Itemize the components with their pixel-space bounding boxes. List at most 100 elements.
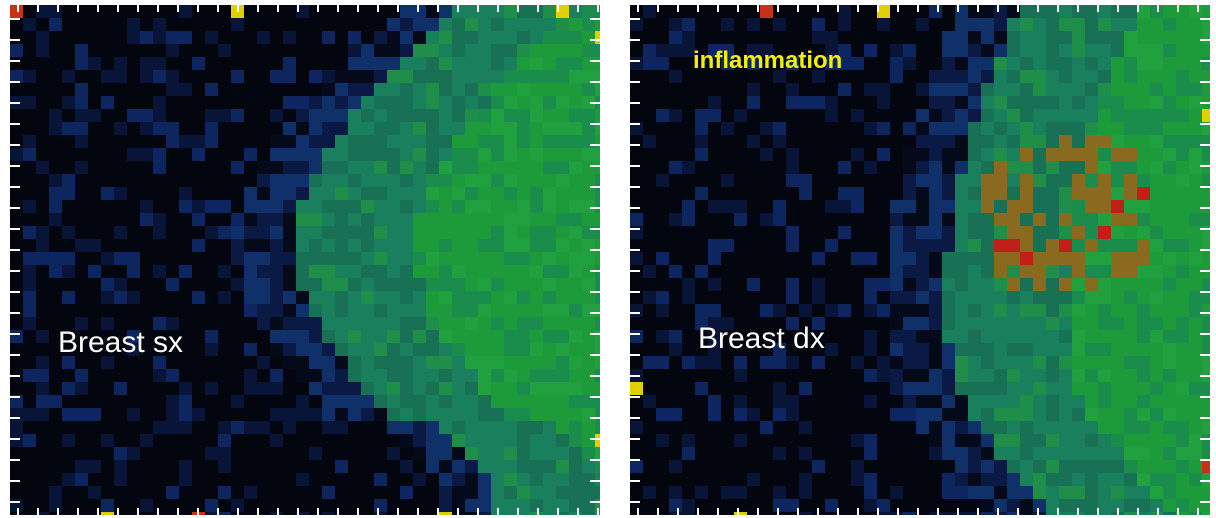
- pixel: [968, 5, 981, 18]
- pixel: [10, 434, 23, 447]
- pixel: [1124, 148, 1137, 161]
- pixel: [23, 304, 36, 317]
- pixel: [1176, 122, 1189, 135]
- pixel: [374, 304, 387, 317]
- pixel: [786, 278, 799, 291]
- pixel: [296, 395, 309, 408]
- pixel: [153, 148, 166, 161]
- pixel: [1059, 135, 1072, 148]
- pixel: [387, 356, 400, 369]
- pixel: [1046, 330, 1059, 343]
- pixel: [166, 31, 179, 44]
- pixel: [283, 148, 296, 161]
- pixel: [903, 408, 916, 421]
- pixel: [335, 460, 348, 473]
- pixel: [851, 434, 864, 447]
- pixel: [864, 369, 877, 382]
- pixel: [569, 317, 582, 330]
- pixel: [504, 330, 517, 343]
- pixel: [1163, 473, 1176, 486]
- pixel: [595, 304, 600, 317]
- pixel: [890, 369, 903, 382]
- pixel: [1085, 421, 1098, 434]
- pixel: [1059, 200, 1072, 213]
- pixel: [465, 512, 478, 515]
- pixel: [1098, 473, 1111, 486]
- pixel: [1020, 213, 1033, 226]
- pixel: [981, 135, 994, 148]
- pixel: [530, 239, 543, 252]
- pixel: [309, 226, 322, 239]
- pixel: [244, 148, 257, 161]
- pixel: [1033, 343, 1046, 356]
- pixel: [695, 187, 708, 200]
- pixel: [994, 447, 1007, 460]
- pixel: [851, 460, 864, 473]
- pixel: [994, 70, 1007, 83]
- pixel: [491, 265, 504, 278]
- pixel: [140, 57, 153, 70]
- pixel: [387, 291, 400, 304]
- pixel: [452, 213, 465, 226]
- pixel: [283, 317, 296, 330]
- pixel: [582, 460, 595, 473]
- pixel: [348, 187, 361, 200]
- pixel: [530, 486, 543, 499]
- pixel: [335, 70, 348, 83]
- pixel: [309, 148, 322, 161]
- pixel: [747, 473, 760, 486]
- pixel: [491, 122, 504, 135]
- pixel: [140, 499, 153, 512]
- pixel: [543, 161, 556, 174]
- pixel: [994, 317, 1007, 330]
- pixel: [335, 148, 348, 161]
- pixel: [656, 356, 669, 369]
- pixel: [348, 31, 361, 44]
- pixel: [465, 486, 478, 499]
- pixel: [166, 395, 179, 408]
- pixel: [1124, 187, 1137, 200]
- pixel: [1046, 343, 1059, 356]
- pixel: [517, 18, 530, 31]
- pixel: [1059, 70, 1072, 83]
- pixel: [322, 161, 335, 174]
- pixel: [1046, 252, 1059, 265]
- pixel: [595, 330, 600, 343]
- pixel: [478, 473, 491, 486]
- pixel: [62, 265, 75, 278]
- pixel: [1150, 239, 1163, 252]
- pixel: [582, 252, 595, 265]
- pixel: [49, 109, 62, 122]
- pixel: [595, 421, 600, 434]
- pixel: [556, 317, 569, 330]
- pixel: [439, 460, 452, 473]
- pixel: [1176, 278, 1189, 291]
- pixel: [127, 408, 140, 421]
- pixel: [994, 57, 1007, 70]
- pixel: [439, 109, 452, 122]
- pixel: [595, 109, 600, 122]
- pixel: [517, 96, 530, 109]
- pixel: [582, 473, 595, 486]
- pixel: [387, 213, 400, 226]
- pixel: [1020, 135, 1033, 148]
- pixel: [773, 499, 786, 512]
- pixel: [465, 135, 478, 148]
- pixel: [1059, 330, 1072, 343]
- pixel: [166, 278, 179, 291]
- pixel: [439, 70, 452, 83]
- pixel: [1033, 122, 1046, 135]
- pixel: [838, 226, 851, 239]
- pixel: [452, 122, 465, 135]
- pixel: [23, 434, 36, 447]
- pixel: [682, 213, 695, 226]
- pixel: [257, 291, 270, 304]
- pixel: [916, 200, 929, 213]
- pixel: [361, 161, 374, 174]
- pixel: [478, 148, 491, 161]
- pixel: [1046, 395, 1059, 408]
- pixel: [864, 486, 877, 499]
- pixel: [695, 486, 708, 499]
- pixel: [413, 96, 426, 109]
- pixel: [374, 44, 387, 57]
